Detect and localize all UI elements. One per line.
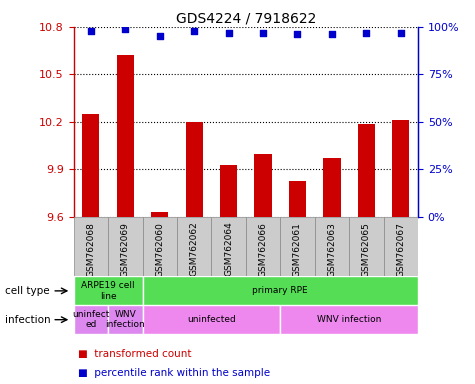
Bar xyxy=(289,180,306,217)
Bar xyxy=(74,217,108,276)
Text: GSM762067: GSM762067 xyxy=(396,222,405,276)
Bar xyxy=(108,217,142,276)
Bar xyxy=(108,305,142,334)
Text: GSM762062: GSM762062 xyxy=(190,222,199,276)
Bar xyxy=(358,124,375,217)
Point xyxy=(328,31,336,38)
Bar xyxy=(392,120,409,217)
Text: cell type: cell type xyxy=(5,286,49,296)
Point xyxy=(156,33,163,40)
Text: GSM762064: GSM762064 xyxy=(224,222,233,276)
Point xyxy=(225,30,232,36)
Text: uninfected: uninfected xyxy=(187,315,236,324)
Bar xyxy=(349,217,384,276)
Bar xyxy=(280,305,418,334)
Bar xyxy=(323,158,341,217)
Text: infection: infection xyxy=(5,314,50,325)
Title: GDS4224 / 7918622: GDS4224 / 7918622 xyxy=(176,12,316,26)
Point xyxy=(362,30,370,36)
Text: GSM762063: GSM762063 xyxy=(327,222,336,276)
Bar xyxy=(220,165,237,217)
Point xyxy=(87,28,95,34)
Point xyxy=(190,28,198,34)
Text: GSM762069: GSM762069 xyxy=(121,222,130,276)
Bar xyxy=(74,276,142,305)
Point xyxy=(294,31,301,38)
Bar xyxy=(177,217,211,276)
Bar xyxy=(117,55,134,217)
Text: ARPE19 cell
line: ARPE19 cell line xyxy=(81,281,135,301)
Bar xyxy=(82,114,99,217)
Text: GSM762066: GSM762066 xyxy=(258,222,267,276)
Bar xyxy=(151,212,168,217)
Bar xyxy=(74,305,108,334)
Bar xyxy=(142,305,280,334)
Point xyxy=(397,30,405,36)
Bar xyxy=(255,154,272,217)
Text: ■  transformed count: ■ transformed count xyxy=(78,349,192,359)
Bar xyxy=(384,217,418,276)
Text: GSM762068: GSM762068 xyxy=(86,222,95,276)
Text: uninfect
ed: uninfect ed xyxy=(72,310,110,329)
Bar xyxy=(314,217,349,276)
Text: WNV infection: WNV infection xyxy=(317,315,381,324)
Text: primary RPE: primary RPE xyxy=(252,286,308,295)
Text: ■  percentile rank within the sample: ■ percentile rank within the sample xyxy=(78,368,270,379)
Point xyxy=(122,26,129,32)
Bar xyxy=(246,217,280,276)
Text: GSM762061: GSM762061 xyxy=(293,222,302,276)
Text: GSM762060: GSM762060 xyxy=(155,222,164,276)
Point xyxy=(259,30,267,36)
Bar xyxy=(280,217,314,276)
Bar xyxy=(142,217,177,276)
Bar xyxy=(142,276,418,305)
Bar xyxy=(211,217,246,276)
Text: WNV
infection: WNV infection xyxy=(105,310,145,329)
Text: GSM762065: GSM762065 xyxy=(362,222,371,276)
Bar xyxy=(186,122,203,217)
